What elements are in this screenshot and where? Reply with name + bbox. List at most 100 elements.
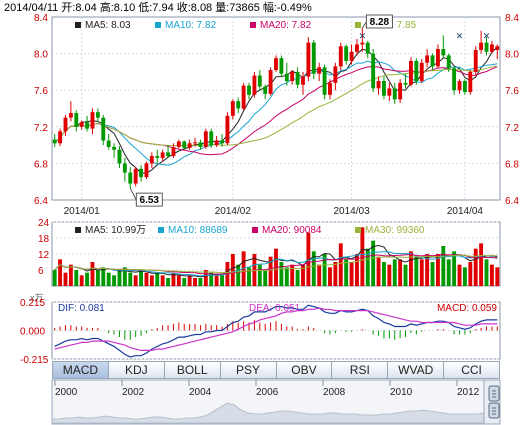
price-tick-left: 8.0 [34, 50, 48, 61]
volume-bar [403, 264, 408, 286]
candle-body [311, 42, 316, 74]
price-annotations: 8.28 6.53 [129, 14, 393, 207]
volume-bar [495, 267, 500, 286]
macd-lines [54, 304, 498, 358]
candle-body [452, 68, 457, 91]
volume-bar [128, 272, 133, 286]
volume-bar [209, 272, 214, 286]
event-mark[interactable]: ✕ [483, 31, 491, 41]
price-ma-legend-label: MA20: 7.82 [260, 20, 312, 31]
candle-body [79, 122, 84, 127]
price-ma-legend-label: MA5: 8.03 [85, 20, 131, 31]
candle-body [489, 44, 494, 52]
price-tick-left: 7.2 [34, 123, 48, 134]
volume-bar [338, 243, 343, 286]
volume-bar [122, 267, 127, 286]
annotation-box [365, 14, 393, 29]
volume-bar [149, 275, 154, 286]
candle-body [371, 53, 376, 89]
volume-bar [371, 240, 376, 286]
event-mark[interactable]: ✕ [456, 31, 464, 41]
volume-ma-legend-label: MA10: 88689 [168, 225, 228, 236]
candle-body [112, 146, 117, 150]
candle-body [414, 60, 419, 82]
price-grid [52, 17, 500, 200]
volume-bar [187, 275, 192, 286]
candle-body [484, 42, 489, 52]
low-price-label: 6.53 [140, 195, 160, 206]
volume-bar [382, 262, 386, 286]
candle-body [268, 70, 273, 94]
volume-bar [452, 251, 457, 286]
candle-body [257, 75, 262, 87]
volume-ma-legend: MA5: 10.99万 MA10: 88689 MA20: 90084 MA30: 9… [75, 225, 425, 236]
volume-bar [392, 259, 397, 286]
price-ma10-line [54, 60, 498, 166]
timeline-overview: 2000 2002 2004 2006 2008 2010 2012 [51, 379, 501, 425]
volume-bar [133, 275, 138, 286]
volume-bar [101, 267, 106, 286]
candle-body [295, 71, 300, 85]
candle-body [144, 163, 149, 178]
tab-boll[interactable]: BOLL [163, 361, 220, 379]
tab-cci[interactable]: CCI [443, 361, 500, 379]
tab-wvad[interactable]: WVAD [387, 361, 444, 379]
volume-bar [430, 262, 435, 286]
macd-legend-label: DEA: 0.051 [249, 303, 301, 314]
volume-bar [236, 264, 241, 286]
tab-obv[interactable]: OBV [275, 361, 332, 379]
candle-body [473, 49, 478, 72]
volume-ma-legend-label: MA5: 10.99万 [85, 225, 146, 236]
candle-body [220, 140, 224, 144]
tab-psy[interactable]: PSY [219, 361, 276, 379]
candle-body [387, 88, 392, 96]
tab-rsi[interactable]: RSI [331, 361, 388, 379]
tab-macd[interactable]: MACD [52, 361, 108, 379]
volume-bar [171, 272, 176, 286]
volume-bar [95, 270, 100, 286]
volume-bar [52, 270, 57, 286]
volume-bar [106, 272, 111, 286]
timeline-handle-right[interactable] [488, 402, 500, 419]
timeline-handle-left[interactable] [488, 385, 500, 402]
price-tick-right: 8.4 [505, 13, 519, 24]
price-tick-left: 8.4 [34, 13, 48, 24]
candle-body [290, 71, 295, 82]
header-low: 7.94 [152, 2, 173, 14]
volume-bar [425, 254, 430, 286]
volume-bar [63, 272, 68, 286]
candle-body [247, 85, 251, 95]
volume-bar [473, 248, 478, 286]
candle-body [85, 122, 90, 129]
price-axis-right: 8.4 8.0 7.6 7.2 6.8 6.4 [505, 13, 519, 207]
price-tick-left: 6.4 [34, 196, 48, 207]
candle-body [274, 58, 278, 71]
volume-ma-legend-swatch [75, 227, 81, 233]
volume-bar [263, 270, 268, 286]
volume-bar [268, 256, 273, 286]
timeline-year-label: 2008 [323, 387, 346, 398]
candle-body [425, 55, 430, 63]
volume-bar [344, 259, 349, 286]
volume-bar [419, 259, 424, 286]
volume-tick-left: 6 [38, 266, 44, 277]
volume-bar [441, 246, 446, 286]
tab-kdj[interactable]: KDJ [107, 361, 164, 379]
volume-bar [446, 259, 451, 286]
candle-body [479, 42, 484, 50]
volume-bar [257, 264, 262, 286]
dif-line [54, 304, 498, 358]
price-ma-legend-swatch [250, 22, 256, 28]
volume-tick-left: 18 [38, 234, 50, 245]
timeline-year-label: 2004 [189, 387, 212, 398]
volume-bar [468, 262, 473, 286]
volume-bar [112, 275, 117, 286]
volume-bar [360, 227, 365, 286]
volume-bar [214, 275, 219, 286]
price-date-label: 2014/03 [333, 206, 370, 217]
event-mark[interactable]: ✕ [359, 31, 367, 41]
volume-bar [462, 267, 467, 286]
candle-body [214, 140, 219, 146]
candle-body [171, 146, 176, 157]
candle-body [74, 113, 79, 127]
